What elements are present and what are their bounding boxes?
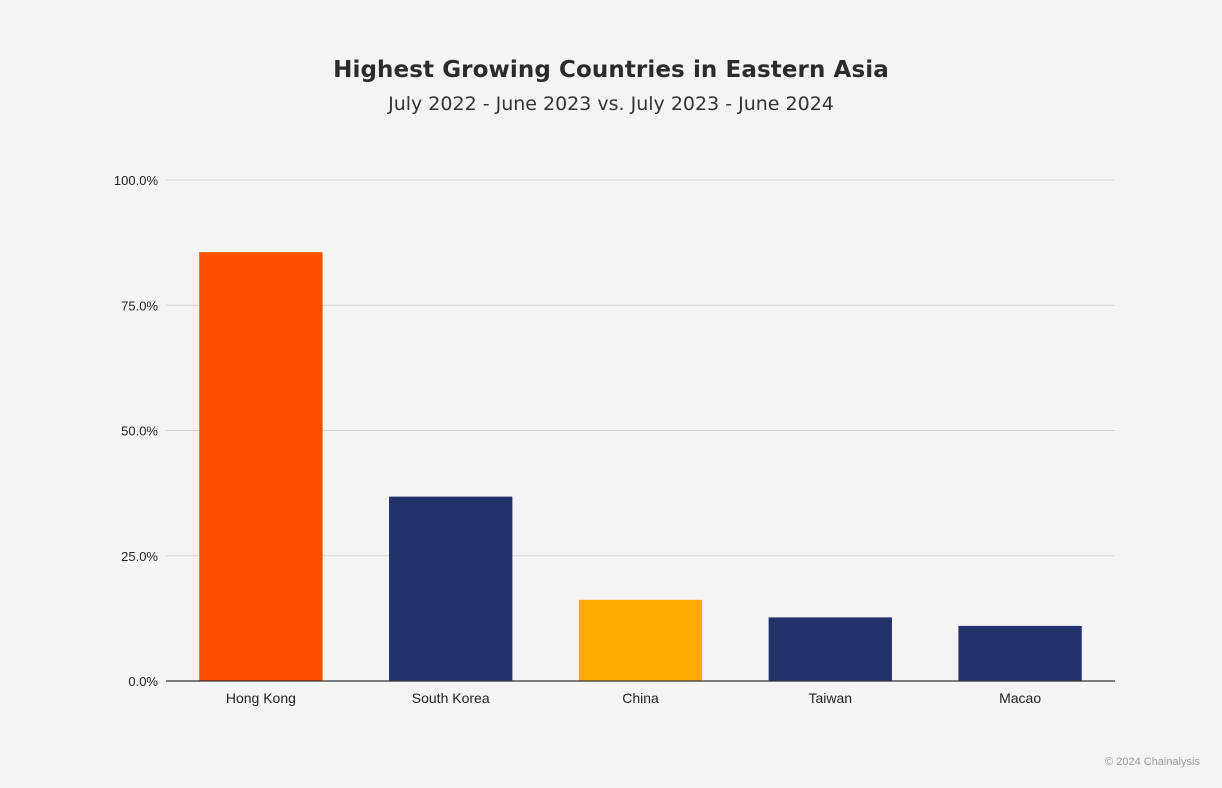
x-tick-label: South Korea: [412, 690, 490, 706]
bar: [958, 625, 1082, 681]
bar: [768, 617, 892, 681]
x-tick-label: Macao: [999, 690, 1041, 706]
y-tick-label: 0.0%: [128, 674, 158, 689]
chart-title: Highest Growing Countries in Eastern Asi…: [333, 57, 889, 83]
bar: [578, 599, 703, 681]
copyright-text: © 2024 Chainalysis: [1105, 756, 1200, 768]
x-tick-label: Hong Kong: [226, 690, 296, 706]
chart-subtitle: July 2022 - June 2023 vs. July 2023 - Ju…: [388, 93, 834, 115]
y-tick-label: 75.0%: [121, 298, 158, 313]
y-tick-label: 25.0%: [121, 549, 158, 564]
bar: [389, 496, 513, 681]
bar: [199, 252, 323, 682]
y-tick-label: 50.0%: [121, 424, 158, 439]
x-tick-label: Taiwan: [809, 690, 853, 706]
x-tick-label: China: [622, 690, 659, 706]
y-tick-label: 100.0%: [114, 173, 159, 188]
